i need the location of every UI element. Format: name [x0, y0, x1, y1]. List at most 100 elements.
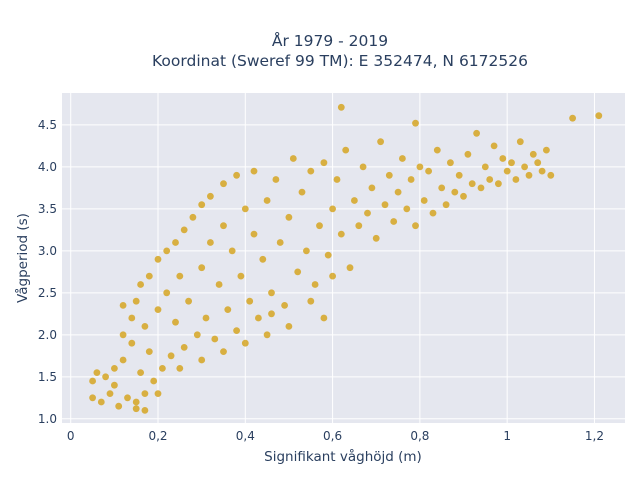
data-point [211, 335, 219, 343]
data-point [547, 171, 555, 179]
data-point [403, 205, 411, 213]
data-point [176, 272, 184, 280]
x-axis-ticks: 0 0,2 0,4 0,6 0,8 1 1,2 [67, 429, 604, 443]
data-point [595, 112, 603, 120]
chart-title-line-1: År 1979 - 2019 [272, 31, 388, 50]
data-point [198, 264, 206, 272]
data-point [150, 377, 158, 385]
y-grid [62, 124, 625, 420]
data-point [119, 302, 127, 309]
data-point [307, 297, 315, 305]
data-point [477, 184, 485, 192]
data-point [220, 180, 227, 188]
data-point [399, 155, 406, 162]
data-point [106, 390, 114, 397]
data-point [228, 247, 236, 255]
x-axis-title: Signifikant våghöjd (m) [264, 448, 422, 465]
data-point [303, 247, 310, 255]
y-tick-label: 3.5 [38, 202, 57, 216]
data-point [433, 146, 441, 154]
data-point [320, 314, 328, 322]
data-point [119, 356, 127, 364]
data-point [128, 339, 136, 347]
data-point [512, 176, 520, 183]
data-point [569, 114, 576, 122]
data-point [176, 365, 184, 372]
x-tick-label: 0,8 [410, 429, 429, 443]
data-point [259, 255, 267, 263]
data-point [141, 390, 149, 397]
data-point [311, 281, 319, 288]
data-point [337, 103, 345, 111]
data-point [416, 163, 424, 171]
data-point [263, 197, 271, 204]
x-tick-label: 0,2 [148, 429, 167, 443]
data-point [473, 129, 480, 137]
data-point [263, 331, 271, 339]
data-point [329, 272, 336, 280]
data-point [215, 281, 223, 288]
data-point [442, 201, 450, 209]
data-point [268, 289, 275, 297]
data-point [364, 209, 371, 217]
data-point [198, 356, 206, 364]
data-point [372, 234, 380, 242]
x-grid [70, 93, 595, 423]
data-point [141, 407, 149, 414]
data-point [368, 184, 376, 192]
data-point [237, 272, 245, 280]
data-point [193, 331, 201, 339]
data-point [429, 209, 437, 217]
data-point [329, 205, 336, 213]
data-point [220, 222, 227, 230]
data-point [390, 218, 398, 225]
x-tick-label: 0,6 [323, 429, 342, 443]
data-point [268, 310, 275, 318]
data-point [276, 239, 284, 246]
data-point [316, 222, 323, 230]
data-point [141, 323, 149, 330]
chart-title-line-2: Koordinat (Sweref 99 TM): E 352474, N 61… [152, 52, 528, 70]
data-point [486, 176, 494, 183]
data-point [495, 180, 502, 188]
data-point [337, 230, 345, 238]
data-point [255, 314, 262, 322]
data-point [145, 272, 153, 280]
data-point [250, 230, 258, 238]
data-point [128, 314, 136, 322]
scatter-points [89, 103, 603, 414]
data-point [490, 142, 498, 150]
x-tick-label: 0 [67, 429, 75, 443]
data-point [499, 155, 507, 162]
data-point [124, 394, 131, 402]
data-point [102, 373, 109, 381]
data-point [281, 302, 288, 309]
data-point [420, 197, 428, 204]
data-point [394, 188, 402, 196]
data-point [224, 306, 232, 313]
data-point [111, 381, 118, 389]
data-point [132, 297, 140, 305]
data-point [241, 205, 249, 213]
data-point [412, 119, 419, 127]
y-tick-label: 2.5 [38, 286, 57, 300]
data-point [525, 171, 533, 179]
data-point [207, 192, 214, 200]
data-point [272, 176, 280, 183]
data-point [351, 197, 358, 204]
data-point [298, 188, 306, 196]
data-point [324, 251, 332, 259]
data-point [447, 159, 454, 167]
data-point [163, 289, 171, 297]
data-point [425, 167, 432, 175]
data-point [172, 318, 179, 326]
data-point [342, 146, 350, 154]
y-tick-label: 2.0 [38, 328, 57, 342]
data-point [241, 339, 249, 347]
data-point [481, 163, 489, 171]
data-point [159, 365, 166, 372]
data-point [377, 138, 384, 146]
data-point [180, 226, 188, 234]
data-point [89, 394, 96, 402]
